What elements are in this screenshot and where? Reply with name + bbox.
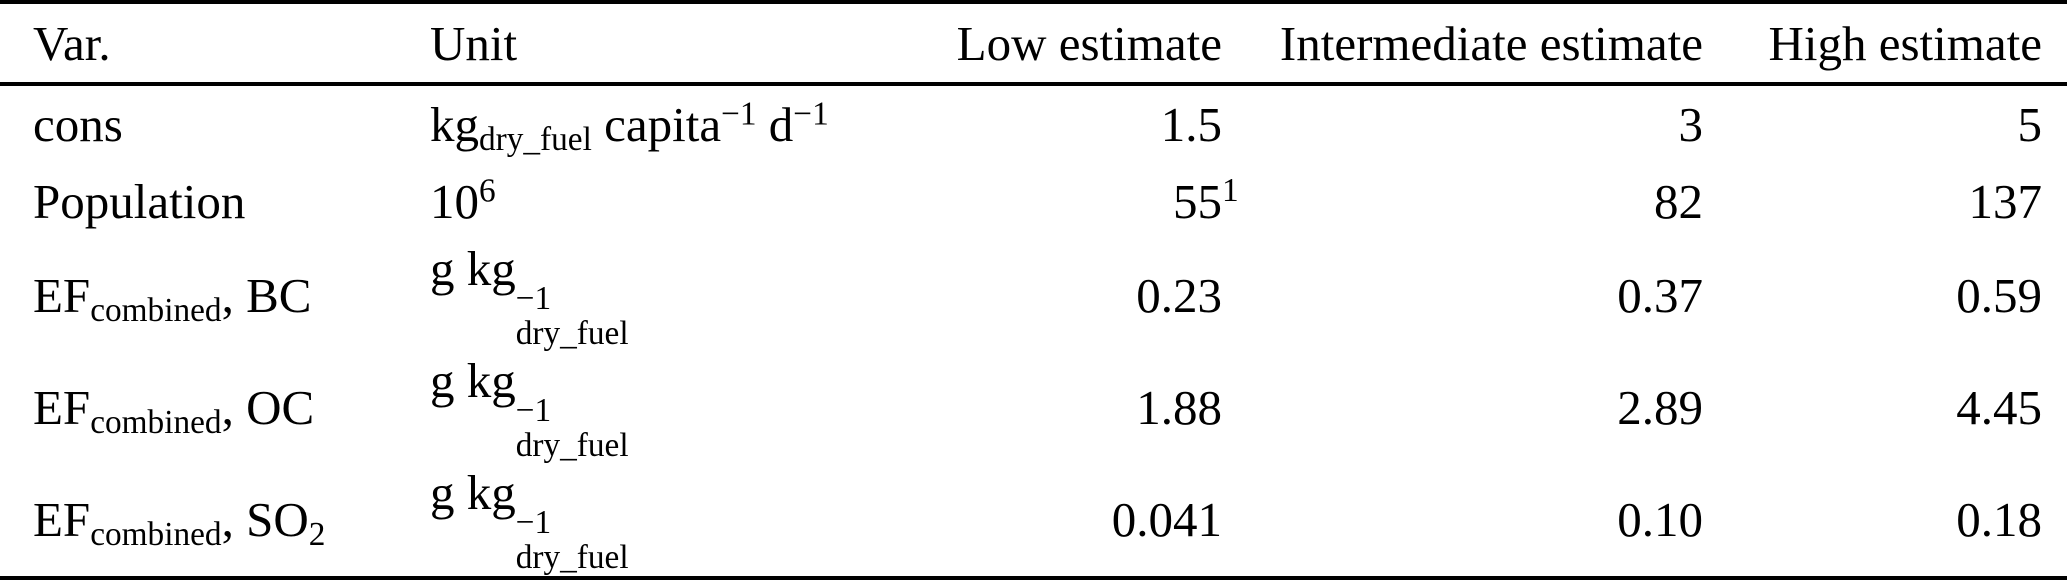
text-run: , OC [221,380,315,436]
cell-unit: kgdry_fuel capita−1 d−1 [430,84,950,162]
table-row: EFcombined, BC g kg −1 dry_fuel 0.23 0.37 0.59 [0,240,2067,352]
cell-high: 0.18 [1703,464,2067,578]
cell-var: cons [0,84,430,162]
text-run: 0.10 [1617,492,1703,548]
column-header-high: High estimate [1703,2,2067,86]
subscript: combined [90,292,222,330]
text-run: kg [430,96,479,152]
column-header-mid: Intermediate estimate [1222,2,1703,86]
text-run: 3 [1678,96,1704,152]
superscript: −1 [793,94,829,132]
subscript: combined [90,404,222,442]
text-run: cons [33,96,123,152]
cell-mid: 2.89 [1222,352,1703,464]
text-run: 2.89 [1617,380,1703,436]
text-run: g kg [430,464,516,520]
column-header-low: Low estimate [950,2,1222,86]
text-run: d [756,96,794,152]
text-run: 0.59 [1956,268,2042,324]
text-run: , BC [221,268,312,324]
text-run: g kg [430,352,516,408]
subscript: dry_fuel [479,120,592,158]
text-run: EF [33,268,91,324]
table-row: Population 106 551 82 137 [0,162,2067,240]
cell-var: Population [0,162,430,240]
subscript: dry_fuel [515,538,629,576]
cell-low: 1.5 [950,84,1222,162]
superscript: 6 [479,171,496,209]
superscript: −1 [515,391,552,429]
stacked-sup-sub: −1 dry_fuel [515,279,629,352]
text-run: 82 [1654,173,1703,229]
cell-mid: 0.37 [1222,240,1703,352]
cell-mid: 0.10 [1222,464,1703,578]
superscript: −1 [515,503,552,541]
cell-unit: g kg −1 dry_fuel [430,240,950,352]
cell-high: 0.59 [1703,240,2067,352]
cell-unit: g kg −1 dry_fuel [430,464,950,578]
text-run: 0.23 [1136,268,1222,324]
cell-low: 1.88 [950,352,1222,464]
text-run: 0.18 [1956,492,2042,548]
cell-var: EFcombined, SO2 [0,464,430,578]
header-row: Var. Unit Low estimate Intermediate estimat… [0,2,2067,86]
text-run: 0.37 [1617,268,1703,324]
cell-var: EFcombined, BC [0,240,430,352]
cell-high: 5 [1703,84,2067,162]
cell-high: 137 [1703,162,2067,240]
superscript: −1 [721,94,757,132]
table-row: cons kgdry_fuel capita−1 d−1 1.5 3 5 [0,84,2067,162]
text-run: 1.5 [1160,96,1222,152]
text-run: 4.45 [1956,380,2042,436]
table-row: EFcombined, SO2 g kg −1 dry_fuel 0.041 0.10 0.… [0,464,2067,578]
cell-low: 0.041 [950,464,1222,578]
cell-high: 4.45 [1703,352,2067,464]
text-run: 0.041 [1111,492,1222,548]
subscript: 2 [308,516,326,554]
stacked-sup-sub: −1 dry_fuel [515,391,629,464]
text-run: , SO [221,492,309,548]
text-run: Population [33,173,246,229]
subscript: combined [90,516,222,554]
subscript: dry_fuel [515,426,629,464]
subscript: dry_fuel [515,314,629,352]
superscript: −1 [515,279,552,317]
cell-unit: 106 [430,162,950,240]
table-row: EFcombined, OC g kg −1 dry_fuel 1.88 2.89 4.45 [0,352,2067,464]
table-body: cons kgdry_fuel capita−1 d−1 1.5 3 5 Populati… [0,84,2067,578]
text-run: 55 [1173,173,1222,229]
table-header: Var. Unit Low estimate Intermediate estimat… [0,2,2067,86]
cell-low: 0.23 [950,240,1222,352]
cell-low: 551 [1173,171,1239,229]
text-run: EF [33,380,91,436]
text-run: 137 [1968,173,2043,229]
column-header-var: Var. [0,2,430,86]
text-run: EF [33,492,91,548]
text-run: 1.88 [1136,380,1222,436]
cell-mid: 82 [1222,162,1703,240]
stacked-sup-sub: −1 dry_fuel [515,503,629,576]
text-run: 10 [430,173,479,229]
column-header-unit: Unit [430,2,950,86]
text-run: 5 [2017,96,2043,152]
text-run: g kg [430,241,516,296]
cell-mid: 3 [1222,84,1704,162]
cell-var: EFcombined, OC [0,352,430,464]
cell-unit: g kg −1 dry_fuel [430,352,950,464]
text-run: capita [591,96,722,152]
